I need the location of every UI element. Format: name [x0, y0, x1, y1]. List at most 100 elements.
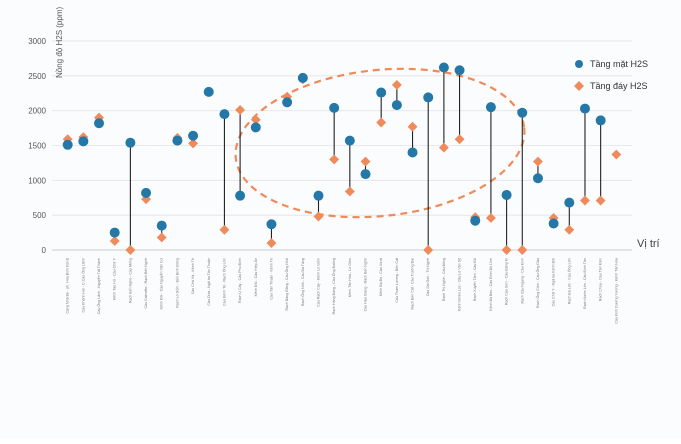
- surface-point: [188, 130, 199, 141]
- surface-point: [78, 136, 89, 147]
- highlight-ellipse: [234, 67, 526, 219]
- bottom-point: [501, 245, 512, 255]
- bottom-point: [611, 149, 622, 160]
- surface-point: [313, 190, 324, 201]
- bottom-point: [454, 134, 465, 145]
- surface-point: [282, 97, 293, 108]
- x-category-label: Rạch Bà Lớn - Cầu Ông Lớn: [566, 258, 571, 304]
- x-axis-label: Vị trí: [637, 238, 660, 250]
- x-category-label: Cảng Nhà Bè - ph. Hòa Bình Đôi B: [66, 257, 70, 313]
- legend-surface-marker: [575, 60, 583, 68]
- x-category-label: Kênh Tàu Hủ - Cầu Chữ Y: [113, 257, 117, 300]
- y-tick-label: 0: [42, 246, 47, 255]
- grid-layer: [52, 40, 632, 251]
- x-category-label: Cầu Hậu Giang - Rạch Bến Nghé: [364, 258, 368, 311]
- x-category-label: Cầu Tân Thuận - Kênh Tẻ: [269, 258, 273, 300]
- x-category-label: Cầu Calmette - Rạch Bến Nghé: [144, 258, 148, 309]
- x-category-label: Rạch Nước Lên - Cầu Bình Tân: [583, 258, 587, 309]
- surface-point: [172, 135, 183, 146]
- bottom-point: [580, 195, 590, 206]
- x-category-label: Cầu Kinh Dương Vương - Kênh Tân Hóa: [614, 258, 618, 324]
- x-category-label: Cầu Chữ Y - Ngã ba Kênh Đôi: [552, 258, 556, 307]
- y-tick-label: 2500: [28, 72, 46, 81]
- x-category-label: Rạch Cầu Sơn - Cầu Băng Ki: [505, 258, 509, 305]
- surface-point: [94, 118, 105, 129]
- x-category-label: Kênh Đôi - Cầu Hiệp Ân: [254, 258, 258, 296]
- bottom-point: [156, 232, 167, 243]
- x-category-labels: Cảng Nhà Bè - ph. Hòa Bình Đôi B Cầu Khán…: [66, 257, 619, 323]
- series-bottom-markers: [62, 74, 622, 255]
- bottom-point: [423, 245, 434, 255]
- surface-point: [579, 103, 590, 114]
- bottom-point: [595, 195, 606, 206]
- surface-point: [203, 86, 214, 97]
- surface-point: [564, 197, 575, 208]
- surface-point: [454, 65, 465, 76]
- bottom-point: [344, 186, 355, 197]
- bottom-point: [391, 79, 402, 90]
- surface-point: [376, 87, 387, 98]
- surface-point: [548, 218, 559, 229]
- surface-point: [501, 189, 512, 200]
- legend: Tầng mặt H2S Tầng đáy H2S: [574, 59, 648, 91]
- bottom-point: [219, 224, 230, 235]
- x-category-label: Cầu Dừa - Ngã ba Tân Thuận: [207, 258, 211, 306]
- x-category-label: Rạch Cầu Ngang - Cầu Kinh: [520, 258, 524, 304]
- bottom-point: [313, 211, 324, 222]
- x-category-label: Rạch Bến Cát - Cầu Trường Đai: [411, 258, 415, 310]
- surface-point: [109, 227, 120, 238]
- surface-point: [156, 220, 167, 231]
- surface-point: [595, 115, 606, 126]
- x-category-label: Kênh Tân Hóa - Lò Gốm: [348, 258, 352, 297]
- x-category-label: Rạch Thị Nghè - Cầu Bông: [442, 258, 446, 301]
- x-category-label: Cầu Sài Gòn - Thị Nghè: [426, 258, 430, 296]
- bottom-point: [235, 105, 246, 115]
- surface-point: [235, 190, 246, 201]
- surface-point: [266, 219, 277, 230]
- y-tick-label: 1500: [28, 142, 46, 151]
- surface-point: [62, 139, 73, 150]
- bottom-point: [376, 117, 387, 128]
- surface-point: [219, 109, 230, 120]
- surface-point: [532, 173, 543, 184]
- x-category-label: Rạch Ông Nhỏ - Cầu Bà Tàng: [300, 258, 305, 306]
- x-category-label: Rạch Ụ Cây - Cầu Phú Định: [238, 258, 242, 303]
- bottom-point: [109, 235, 120, 246]
- surface-point: [360, 169, 371, 180]
- bottom-point: [485, 213, 496, 223]
- bottom-point: [125, 245, 136, 255]
- x-category-label: Rạch Ông Cốm - Cầu Ông Dầu: [535, 258, 540, 308]
- surface-point: [297, 72, 308, 83]
- x-category-label: Kênh Bà Bèo - Cầu Đinh Bộ Lĩnh: [489, 258, 493, 311]
- surface-point: [438, 62, 449, 73]
- bottom-point: [517, 245, 528, 255]
- bottom-point: [564, 224, 575, 235]
- x-category-label: Cầu Ông Lãnh - Nguyễn Tất Thành: [96, 258, 101, 314]
- bottom-point: [407, 121, 418, 132]
- x-category-label: Cầu Khánh Hội - C.Cầu Ông Lãnh: [80, 258, 85, 313]
- surface-point: [250, 122, 261, 133]
- x-category-label: Kênh Nhiêu Lộc - Cầu Lê Văn Sỹ: [458, 258, 462, 311]
- bottom-point: [360, 156, 371, 167]
- x-category-label: Rạch Lò Gốm - Bến Bình Đông: [175, 258, 179, 308]
- x-category-label: Rạch Xuyên Tâm - Cầu Đỏ: [473, 258, 477, 301]
- legend-surface-label: Tầng mặt H2S: [590, 59, 648, 69]
- legend-bottom-label: Tầng đáy H2S: [590, 81, 648, 91]
- surface-point: [391, 100, 402, 111]
- x-category-label: Rạch Hàng Bàng - Cầu Ông Buông: [331, 258, 336, 314]
- surface-point: [485, 102, 496, 113]
- bottom-point: [266, 238, 277, 248]
- x-category-label: Rạch Chùa - Cầu Tân Kiên: [599, 258, 603, 301]
- x-category-label: Cầu Chà Và - Kênh Tẻ: [191, 258, 195, 294]
- series-surface-markers: [62, 62, 606, 238]
- y-tick-label: 500: [33, 211, 47, 220]
- x-category-label: Rạch Bến Nghé - Cầu Mống: [128, 258, 132, 303]
- y-tick-labels: 0 500 1000 1500 2000 2500 3000: [28, 37, 46, 255]
- surface-point: [423, 92, 434, 103]
- y-tick-label: 2000: [28, 107, 46, 116]
- bottom-point: [329, 154, 340, 165]
- surface-point: [470, 215, 481, 226]
- bottom-point: [438, 142, 449, 153]
